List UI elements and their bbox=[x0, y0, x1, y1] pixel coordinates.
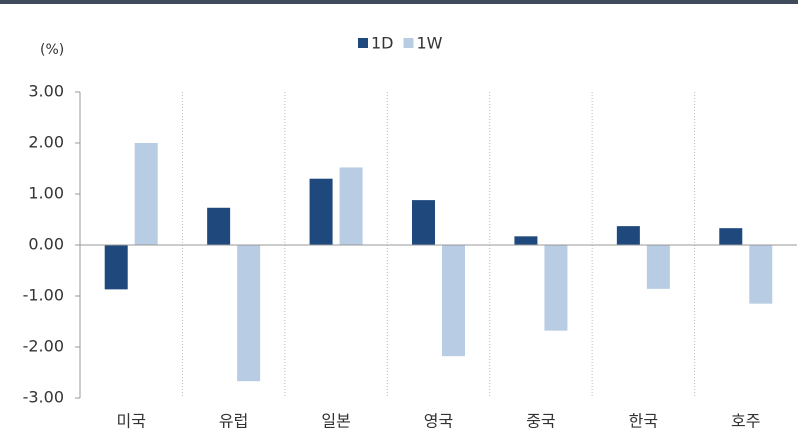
x-tick-label: 유럽 bbox=[219, 412, 248, 431]
y-tick-label: 1.00 bbox=[28, 184, 64, 203]
y-tick-label: -2.00 bbox=[23, 337, 64, 356]
x-tick-label: 영국 bbox=[424, 412, 453, 431]
x-tick-label: 일본 bbox=[321, 412, 350, 431]
top-rule bbox=[0, 0, 798, 4]
legend-swatch bbox=[403, 38, 414, 48]
bar bbox=[207, 207, 231, 245]
bar bbox=[309, 178, 333, 245]
y-axis-label: (%) bbox=[40, 42, 64, 58]
bar bbox=[339, 167, 363, 245]
y-tick-label: -1.00 bbox=[23, 286, 64, 305]
y-tick-label: -3.00 bbox=[23, 388, 64, 407]
bar bbox=[104, 245, 128, 290]
y-tick-label: 0.00 bbox=[28, 235, 64, 254]
bar bbox=[412, 200, 435, 245]
bar bbox=[616, 226, 640, 245]
bar bbox=[134, 143, 158, 245]
legend-label: 1D bbox=[371, 34, 394, 53]
bar bbox=[749, 245, 773, 304]
y-tick-label: 2.00 bbox=[28, 133, 64, 152]
x-tick-label: 중국 bbox=[526, 412, 555, 431]
legend-label: 1W bbox=[417, 34, 443, 53]
y-tick-label: 3.00 bbox=[28, 82, 64, 101]
bar bbox=[646, 245, 670, 289]
legend-swatch bbox=[358, 38, 368, 48]
bar bbox=[514, 236, 538, 245]
x-tick-label: 미국 bbox=[116, 412, 145, 431]
x-tick-label: 호주 bbox=[731, 412, 760, 431]
x-tick-label: 한국 bbox=[629, 412, 658, 431]
bar bbox=[544, 245, 568, 331]
bar bbox=[442, 245, 465, 357]
bar bbox=[719, 228, 743, 245]
bar bbox=[237, 245, 261, 382]
